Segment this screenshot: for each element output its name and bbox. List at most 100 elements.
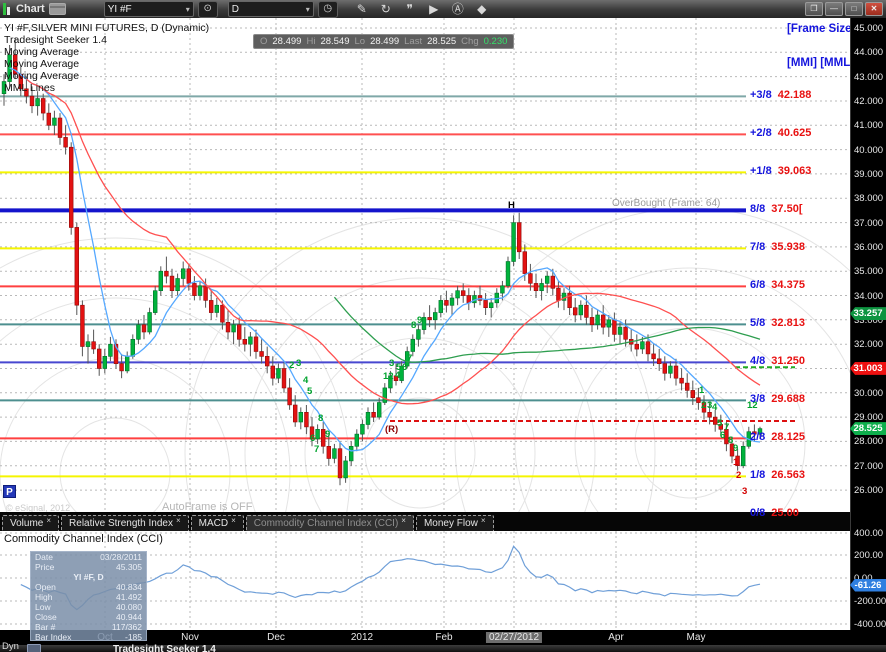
mml-level-label: 3/8 29.688	[750, 393, 805, 406]
price-tick-label: 44.000	[854, 47, 884, 59]
symbol-value: YI #F	[107, 3, 132, 15]
time-template-button[interactable]: ◷	[317, 0, 338, 18]
data-window-row: Price 45.305	[31, 562, 146, 572]
tab-close-icon[interactable]: ×	[231, 516, 236, 525]
layout-badge-icon	[48, 3, 66, 15]
tab-label: Relative Strength Index	[69, 518, 173, 529]
minimize-button[interactable]: —	[825, 2, 843, 16]
status-app-label: Tradesight Seeker 1.4	[113, 644, 216, 652]
legend-ma2: Moving Average	[4, 58, 80, 70]
quote-button[interactable]: ❞	[400, 1, 420, 18]
data-window-value: 40.080	[116, 602, 142, 612]
mml-level-label: +2/8 40.625	[750, 127, 812, 140]
reload-button[interactable]: ↻	[376, 1, 396, 18]
data-window-value: -185	[124, 632, 142, 642]
time-axis-label: 2012	[350, 632, 374, 643]
mml-level-label: 2/8 28.125	[750, 431, 805, 444]
price-axis[interactable]: 45.000 44.000 43.000 42.000 41.000 40.000 39.0…	[850, 18, 886, 630]
frame-size-tag: [Frame Size	[787, 23, 852, 35]
svg-text:5: 5	[717, 418, 723, 429]
draw-button[interactable]: ✎	[352, 1, 372, 18]
symbol-lookup-button[interactable]: ⊙	[197, 0, 218, 18]
chevron-down-icon: ▾	[185, 4, 190, 14]
cci-value-badge: -61.26	[850, 578, 886, 592]
chart-app-icon	[3, 3, 10, 15]
svg-text:9: 9	[733, 443, 738, 454]
price-tick-label: 37.000	[854, 217, 884, 229]
tab-close-icon[interactable]: ×	[480, 516, 486, 525]
cci-tick-label: -200.00	[854, 596, 886, 607]
price-tick-label: 30.000	[854, 387, 884, 399]
tab-close-icon[interactable]: ×	[175, 516, 181, 525]
close-button[interactable]: ✕	[865, 2, 883, 16]
data-window-row: Date 03/28/2011	[31, 552, 146, 562]
price-marker-badge: 31.003	[850, 361, 886, 375]
mml-level-label: 6/8 34.375	[750, 279, 805, 292]
autotrade-button[interactable]: Ⓐ	[448, 1, 468, 18]
price-tick-label: 26.000	[854, 485, 884, 497]
data-window-value: 03/28/2011	[100, 552, 142, 562]
low-value: 28.499	[370, 36, 400, 47]
cci-tick-label: 0.00	[854, 573, 873, 584]
price-tick-label: 38.000	[854, 193, 884, 205]
price-tick-label: 39.000	[854, 168, 884, 180]
time-axis-label: Apr	[608, 632, 624, 643]
svg-text:3: 3	[707, 400, 712, 411]
tab-close-icon[interactable]: ×	[401, 516, 406, 525]
data-window-row: Low 40.080	[31, 602, 146, 612]
data-window-row: Open 40.834	[31, 582, 146, 592]
mml-level-label: 8/8 37.50[	[750, 203, 803, 216]
svg-text:8: 8	[411, 320, 416, 331]
data-window-value: 40.944	[116, 612, 142, 622]
tab-close-icon[interactable]: ×	[46, 516, 52, 525]
ohlc-readout: O 28.499 Hi 28.549 Lo 28.499 Last 28.525 Chg…	[253, 34, 515, 49]
tab-volume[interactable]: Volume ×	[2, 515, 60, 531]
eraser-icon: ◆	[477, 2, 487, 16]
svg-text:(R): (R)	[385, 424, 398, 435]
dynamic-mode-label: Dyn	[2, 641, 19, 652]
lookup-icon: ⊙	[203, 3, 212, 14]
refresh-icon: ↻	[380, 2, 391, 16]
maximize-button[interactable]: □	[845, 2, 863, 16]
tab-macd[interactable]: MACD ×	[190, 515, 244, 531]
svg-text:2: 2	[701, 400, 706, 411]
legend-mml: MML Lines	[4, 82, 55, 94]
tab-commodity-channel-index-cci[interactable]: Commodity Channel Index (CCI) ×	[245, 515, 414, 531]
svg-text:6: 6	[310, 433, 315, 444]
price-marker-badge: 28.525	[850, 422, 886, 436]
interval-select[interactable]: D ▾	[227, 1, 314, 17]
tab-label: MACD	[198, 518, 229, 529]
symbol-select[interactable]: YI #F ▾	[103, 1, 194, 17]
restore-icon: ❐	[810, 4, 818, 13]
time-axis-label: Dec	[267, 632, 285, 643]
svg-text:7: 7	[314, 444, 319, 455]
svg-text:6: 6	[720, 430, 725, 441]
chg-value: 0.230	[483, 36, 508, 47]
window-controls: ❐ — □ ✕	[805, 2, 883, 16]
play-button[interactable]: ▶	[424, 1, 444, 18]
data-window-value: 117/362	[111, 622, 142, 632]
data-window-value: 40.834	[116, 582, 142, 592]
tab-money-flow[interactable]: Money Flow ×	[415, 515, 494, 531]
restore-button[interactable]: ❐	[805, 2, 823, 16]
eraser-button[interactable]: ◆	[472, 1, 492, 18]
svg-text:3: 3	[389, 358, 394, 369]
time-axis-label: 02/27/2012	[485, 632, 543, 643]
copyright-watermark: © eSignal, 2012	[6, 503, 71, 513]
price-tick-label: 42.000	[854, 95, 884, 107]
price-tick-label: 28.000	[854, 436, 884, 448]
svg-text:4: 4	[303, 375, 309, 386]
title-bar: Chart YI #F ▾ ⊙ D ▾ ◷ ✎ ↻ ❞ ▶ Ⓐ ◆ ❐ — □ …	[0, 0, 886, 18]
mml-level-label: 4/8 31.250	[750, 355, 805, 368]
circled-a-icon: Ⓐ	[451, 2, 464, 16]
open-value: 28.499	[272, 36, 302, 47]
tab-relative-strength-index[interactable]: Relative Strength Index ×	[61, 515, 189, 531]
cci-panel-title: Commodity Channel Index (CCI)	[4, 533, 163, 545]
time-axis-label: May	[686, 632, 706, 643]
p-badge: P	[3, 485, 16, 498]
svg-text:7: 7	[724, 422, 729, 433]
price-tick-label: 40.000	[854, 144, 884, 156]
